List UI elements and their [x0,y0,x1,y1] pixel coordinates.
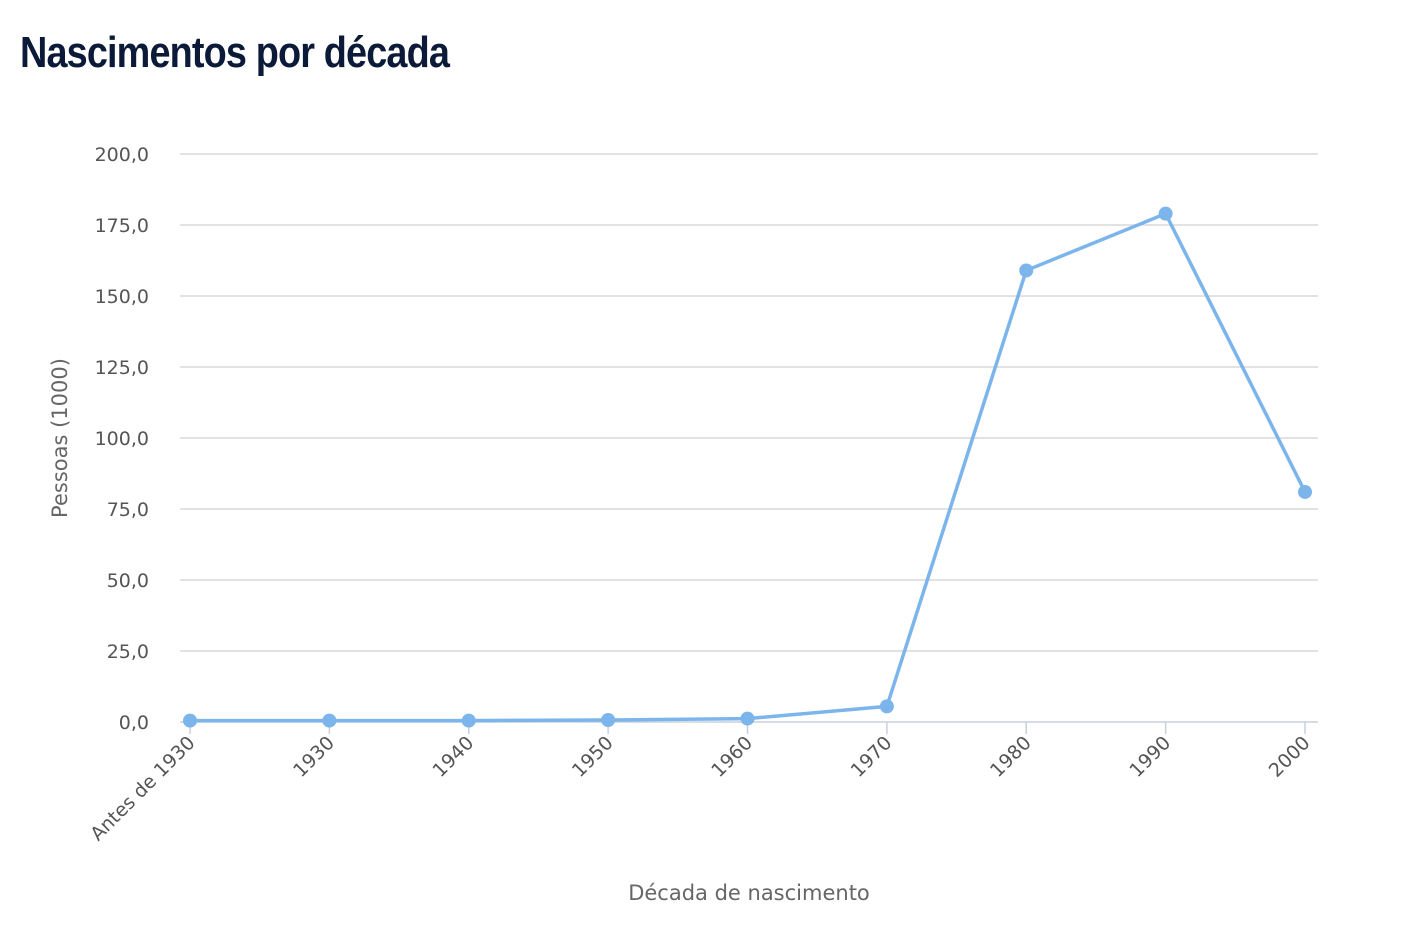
data-point[interactable] [1158,206,1173,221]
x-tick-label: 1930 [289,732,339,782]
data-point[interactable] [1019,263,1034,278]
y-tick-label: 75,0 [107,499,149,521]
gridlines [180,153,1318,652]
data-point[interactable] [461,713,476,728]
x-axis-title: Década de nascimento [628,881,870,905]
y-tick-label: 25,0 [107,641,149,663]
data-point[interactable] [322,713,337,728]
x-tick-label: 1970 [847,732,897,782]
y-tick-label: 125,0 [95,357,149,379]
x-tick-label: 2000 [1265,732,1315,782]
chart-title: Nascimentos por década [20,28,450,77]
x-tick-label: 1980 [986,732,1036,782]
y-tick-label: 175,0 [95,215,149,237]
x-tick-label: Antes de 1930 [86,732,199,845]
y-tick-label: 200,0 [95,144,149,166]
x-tick-label: 1960 [707,732,757,782]
y-tick-label: 50,0 [107,570,149,592]
data-point[interactable] [740,711,755,726]
x-tick-label: 1990 [1125,732,1175,782]
tick-labels: 0,0 25,0 50,0 75,0 100,0 125,0 150,0 175,0 200,0… [86,144,1314,845]
x-tick-label: 1950 [568,732,618,782]
data-point[interactable] [1298,484,1312,499]
y-tick-label: 0,0 [119,712,149,734]
data-point[interactable] [879,699,894,714]
y-tick-label: 100,0 [95,428,149,450]
y-axis-title: Pessoas (1000) [48,358,72,518]
series-line [188,211,1307,723]
x-tick-label: 1940 [429,732,479,782]
data-point[interactable] [183,713,197,728]
series [183,206,1312,728]
y-tick-label: 150,0 [95,286,149,308]
data-point[interactable] [601,713,616,728]
